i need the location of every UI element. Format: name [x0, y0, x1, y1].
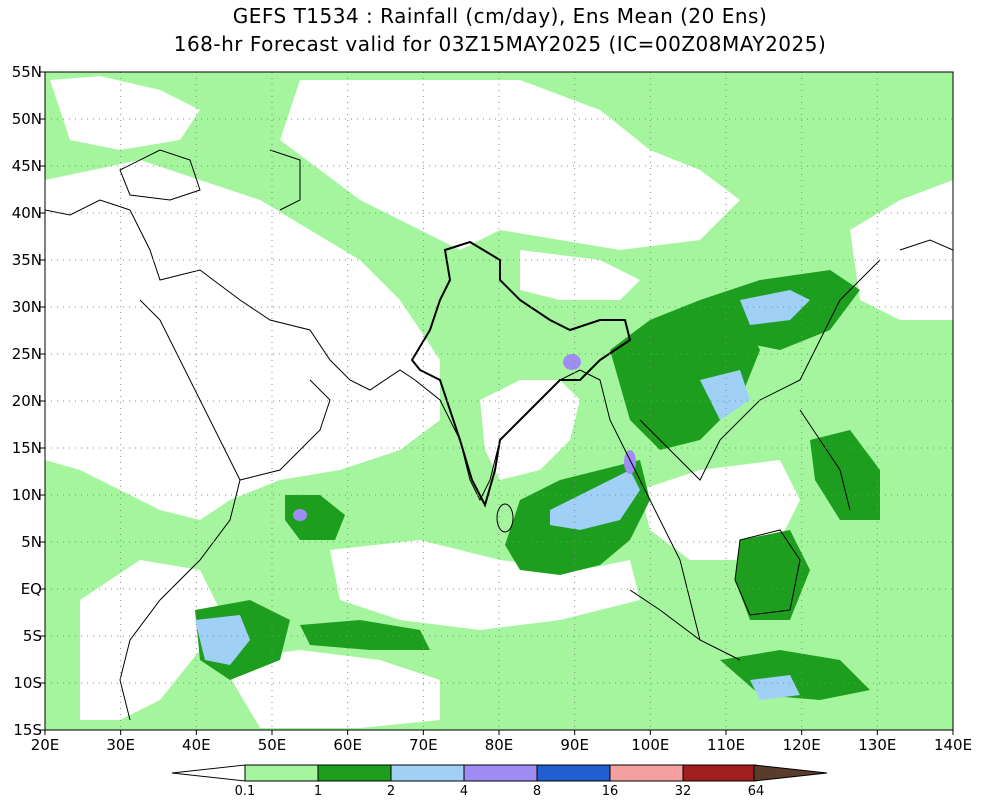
lon-tick-label: 100E: [631, 736, 670, 754]
lon-tick-label: 140E: [933, 736, 973, 754]
lon-tick-label: 80E: [484, 736, 514, 754]
lon-tick-label: 60E: [333, 736, 362, 754]
moderate-rain-ocean-south: [300, 620, 430, 650]
very-heavy-rain-arabian: [293, 509, 307, 521]
dry-region-indian-ocean: [330, 540, 640, 630]
map-area: [45, 72, 953, 730]
colorbar-swatch: [244, 764, 319, 782]
heavy-rain-indonesia: [750, 675, 800, 700]
india-outline: [410, 240, 632, 508]
colorbar-label: 2: [386, 784, 396, 799]
colorbar-swatch: [682, 764, 757, 782]
lon-tick-label: 30E: [106, 736, 135, 754]
colorbar-swatch: [463, 764, 538, 782]
heavy-rain-bay: [550, 470, 640, 530]
moderate-rain-arabian: [285, 495, 345, 540]
lat-tick-label: 35N: [11, 251, 42, 269]
dry-region-central-asia: [280, 80, 740, 250]
title-line-2: 168-hr Forecast valid for 03Z15MAY2025 (…: [173, 32, 827, 56]
grid: [45, 72, 953, 730]
colorbar-label: 0.1: [234, 784, 256, 799]
lon-tick-label: 50E: [257, 736, 287, 754]
dry-region-bay-west: [480, 380, 580, 480]
lat-tick-label: 20N: [11, 392, 42, 410]
lat-tick-label: 30N: [11, 298, 42, 316]
lat-tick-label: 50N: [11, 110, 42, 128]
lat-tick-label: 10N: [11, 486, 42, 504]
very-heavy-rain-andaman: [624, 450, 636, 474]
dry-region-west: [45, 160, 440, 520]
lat-tick-label: EQ: [20, 580, 42, 598]
colorbar-label: 64: [747, 784, 765, 799]
axis-ticks: [40, 71, 954, 735]
lat-tick-label: 15S: [13, 721, 42, 739]
lat-tick-label: 15N: [11, 439, 42, 457]
dry-region-tibet: [520, 250, 640, 300]
lon-tick-label: 130E: [858, 736, 897, 754]
colorbar-swatch: [390, 764, 465, 782]
heavy-rain-myanmar: [700, 370, 750, 420]
colorbar: [171, 764, 828, 782]
dry-region-northwest: [50, 76, 200, 150]
lon-tick-label: 120E: [782, 736, 821, 754]
colorbar-swatch: [317, 764, 392, 782]
lat-tick-label: 25N: [11, 345, 42, 363]
colorbar-swatch: [536, 764, 611, 782]
colorbar-swatch: [609, 764, 684, 782]
colorbar-label: 16: [601, 784, 619, 799]
lon-tick-label: 40E: [182, 736, 211, 754]
colorbar-arrow-low: [171, 764, 246, 782]
lon-tick-label: 90E: [560, 736, 589, 754]
heavy-rain-china: [740, 290, 810, 325]
colorbar-arrow-high: [753, 764, 828, 782]
lon-tick-label: 70E: [409, 736, 438, 754]
lon-tick-label: 20E: [30, 736, 60, 754]
colorbar-label: 1: [313, 784, 323, 799]
lon-tick-label: 110E: [706, 736, 746, 754]
dry-region-south: [80, 560, 220, 720]
lat-tick-label: 10S: [13, 674, 42, 692]
moderate-rain-philippines: [810, 430, 880, 520]
moderate-rain-borneo: [735, 530, 810, 620]
title-line-1: GEFS T1534 : Rainfall (cm/day), Ens Mean…: [232, 4, 768, 28]
colorbar-label: 8: [532, 784, 542, 799]
lat-tick-label: 5S: [22, 627, 42, 645]
lat-tick-label: 45N: [11, 157, 42, 175]
lat-tick-label: 40N: [11, 204, 42, 222]
heavy-rain-africa: [195, 615, 250, 665]
lat-tick-label: 5N: [21, 533, 42, 551]
very-heavy-rain-bengal: [563, 354, 581, 370]
dry-region-far-south: [220, 650, 440, 728]
colorbar-label: 4: [459, 784, 469, 799]
lat-tick-label: 55N: [11, 63, 42, 81]
colorbar-label: 32: [674, 784, 692, 799]
